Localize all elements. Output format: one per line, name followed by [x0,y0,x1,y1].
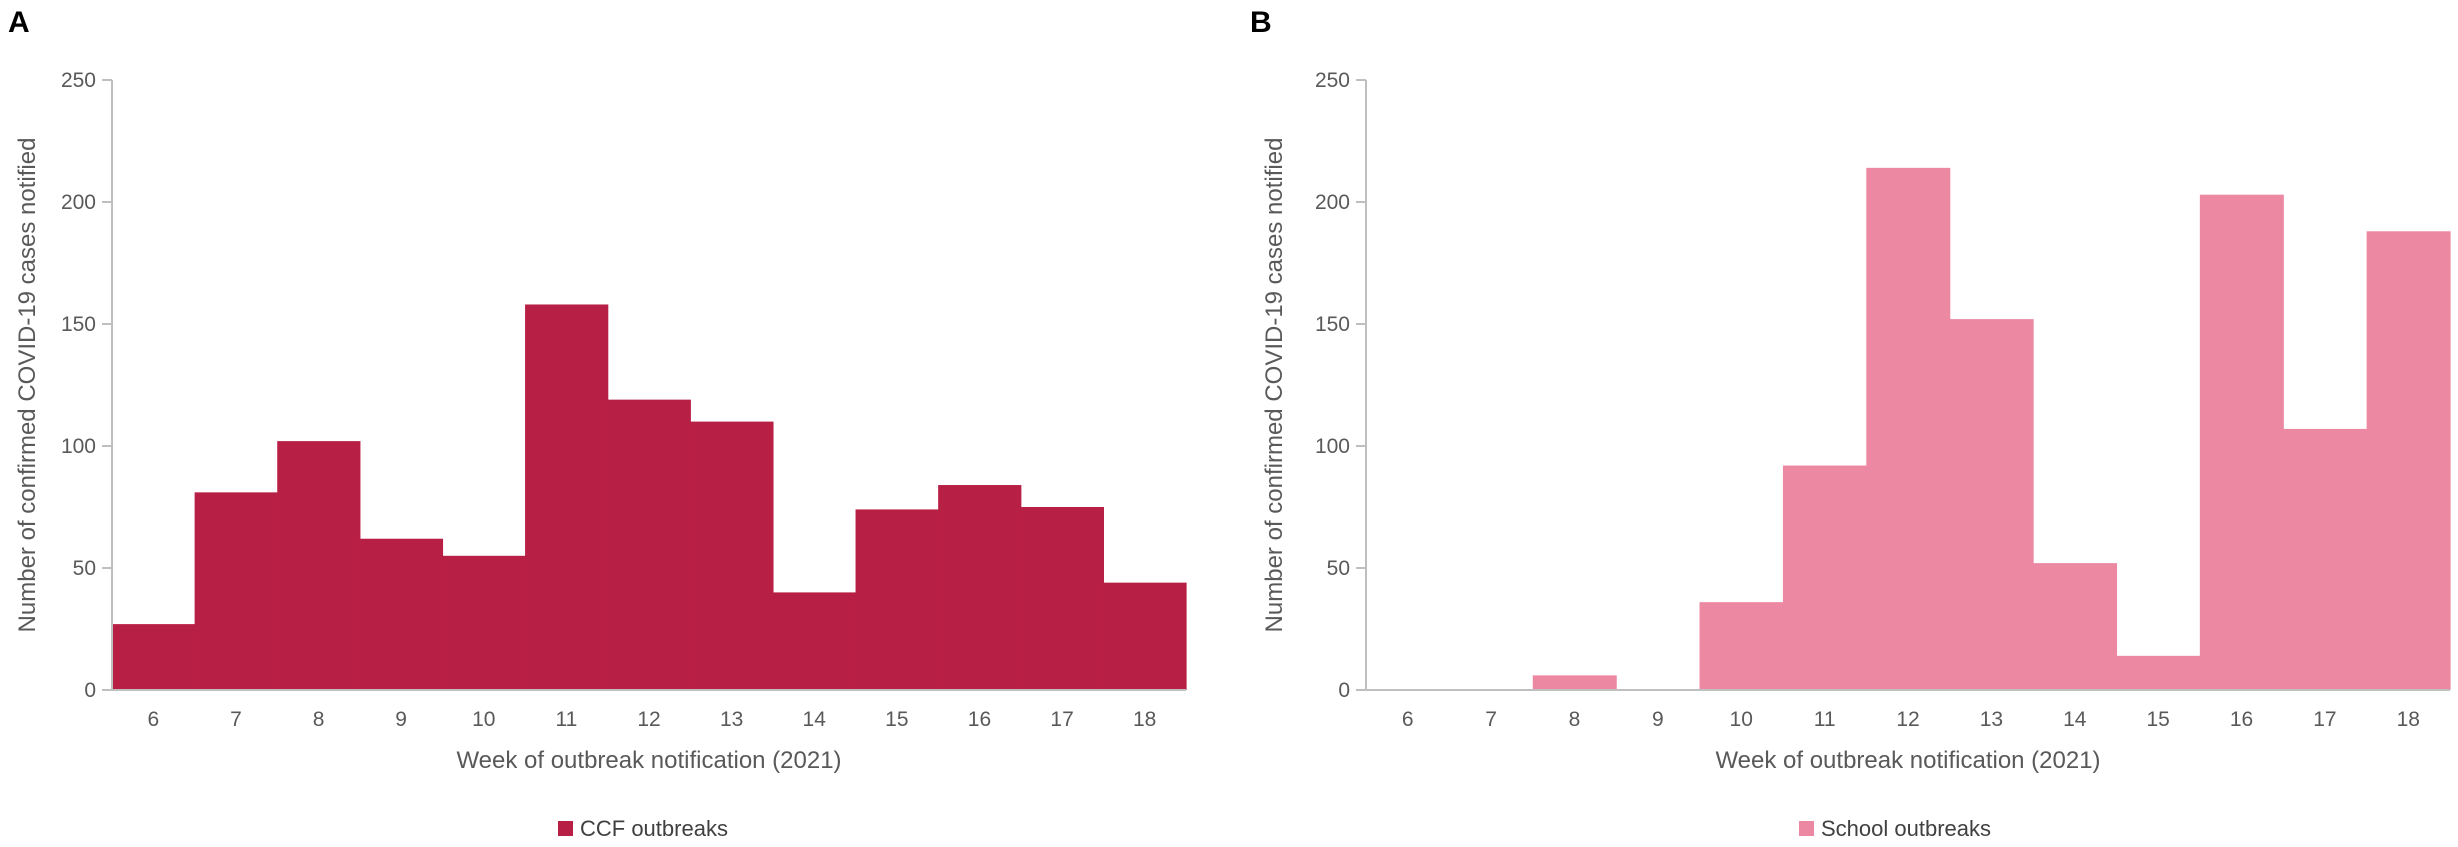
x-tick-label: 9 [1652,708,1664,731]
x-tick-label: 6 [147,708,159,731]
x-tick-label: 18 [1133,708,1156,731]
x-tick-label: 15 [885,708,908,731]
legend-swatch [1799,821,1814,836]
x-tick-label: 8 [1569,708,1581,731]
bar-week-15 [855,509,939,690]
y-axis-label: Number of confirmed COVID-19 cases notif… [1261,138,1288,633]
y-tick-label: 250 [61,69,96,92]
legend-label: CCF outbreaks [580,816,728,841]
y-axis-label: Number of confirmed COVID-19 cases notif… [14,138,41,633]
bar-week-10 [1699,602,1784,690]
y-tick-label: 100 [61,435,96,458]
x-tick-label: 15 [2146,708,2169,731]
bar-week-13 [1949,319,2034,690]
y-tick-label: 200 [61,191,96,214]
y-tick-label: 150 [1315,313,1350,336]
bar-week-10 [442,555,526,690]
x-tick-label: 11 [555,708,577,731]
y-tick-label: 150 [61,313,96,336]
y-tick-label: 200 [1315,191,1350,214]
panel-label: B [1250,6,1272,39]
x-tick-label: 17 [2313,708,2336,731]
bar-week-17 [2283,428,2368,690]
x-tick-label: 7 [1485,708,1497,731]
panel-label: A [8,6,30,39]
bar-week-8 [1532,675,1617,690]
x-tick-label: 10 [472,708,495,731]
bar-week-8 [277,441,361,690]
bar-week-7 [194,492,278,690]
x-tick-label: 11 [1814,708,1836,731]
y-tick-label: 50 [73,557,96,580]
bar-week-14 [772,592,857,690]
bar-week-17 [1020,507,1104,690]
x-tick-label: 13 [1980,708,2003,731]
bar-week-13 [690,421,774,690]
bar-week-9 [359,538,444,690]
bar-week-12 [1866,167,1951,691]
bar-week-11 [1782,465,1867,690]
x-tick-label: 9 [395,708,407,731]
legend: School outbreaks [1799,816,1991,841]
chart-panel-b: B 0 50 100 150 200 250 6 7 8 9 10 11 12 13 14 15 16 17 18 We… [1250,6,2451,841]
bar-week-11 [525,304,609,690]
x-tick-label: 16 [968,708,991,731]
y-tick-label: 50 [1327,557,1350,580]
bar-week-16 [2199,194,2284,690]
x-tick-label: 12 [1896,708,1919,731]
x-tick-label: 7 [230,708,242,731]
x-tick-label: 18 [2397,708,2420,731]
chart-panel-a: A 0 50 100 150 200 250 6 7 8 9 10 11 12 13 14 15 16 17 18 We… [8,6,1187,841]
x-axis-label: Week of outbreak notification (2021) [1715,747,2100,774]
bar-week-15 [2116,655,2201,690]
x-tick-label: 12 [637,708,660,731]
y-tick-label: 250 [1315,69,1350,92]
bar-week-16 [938,485,1022,690]
x-axis-label: Week of outbreak notification (2021) [456,747,841,774]
x-tick-label: 14 [2063,708,2087,731]
x-tick-label: 17 [1050,708,1073,731]
bar-week-12 [607,399,691,690]
legend-swatch [558,821,573,836]
x-tick-label: 14 [803,708,827,731]
y-tick-label: 0 [84,679,96,702]
x-tick-label: 13 [720,708,743,731]
y-tick-label: 0 [1338,679,1350,702]
bar-week-6 [112,624,196,690]
bar-week-18 [2366,231,2451,690]
bar-week-18 [1103,582,1187,690]
bar-week-14 [2033,563,2118,690]
x-tick-label: 8 [313,708,325,731]
legend-label: School outbreaks [1821,816,1991,841]
x-tick-label: 10 [1730,708,1753,731]
x-tick-label: 16 [2230,708,2253,731]
legend: CCF outbreaks [558,816,728,841]
y-tick-label: 100 [1315,435,1350,458]
x-tick-label: 6 [1402,708,1414,731]
